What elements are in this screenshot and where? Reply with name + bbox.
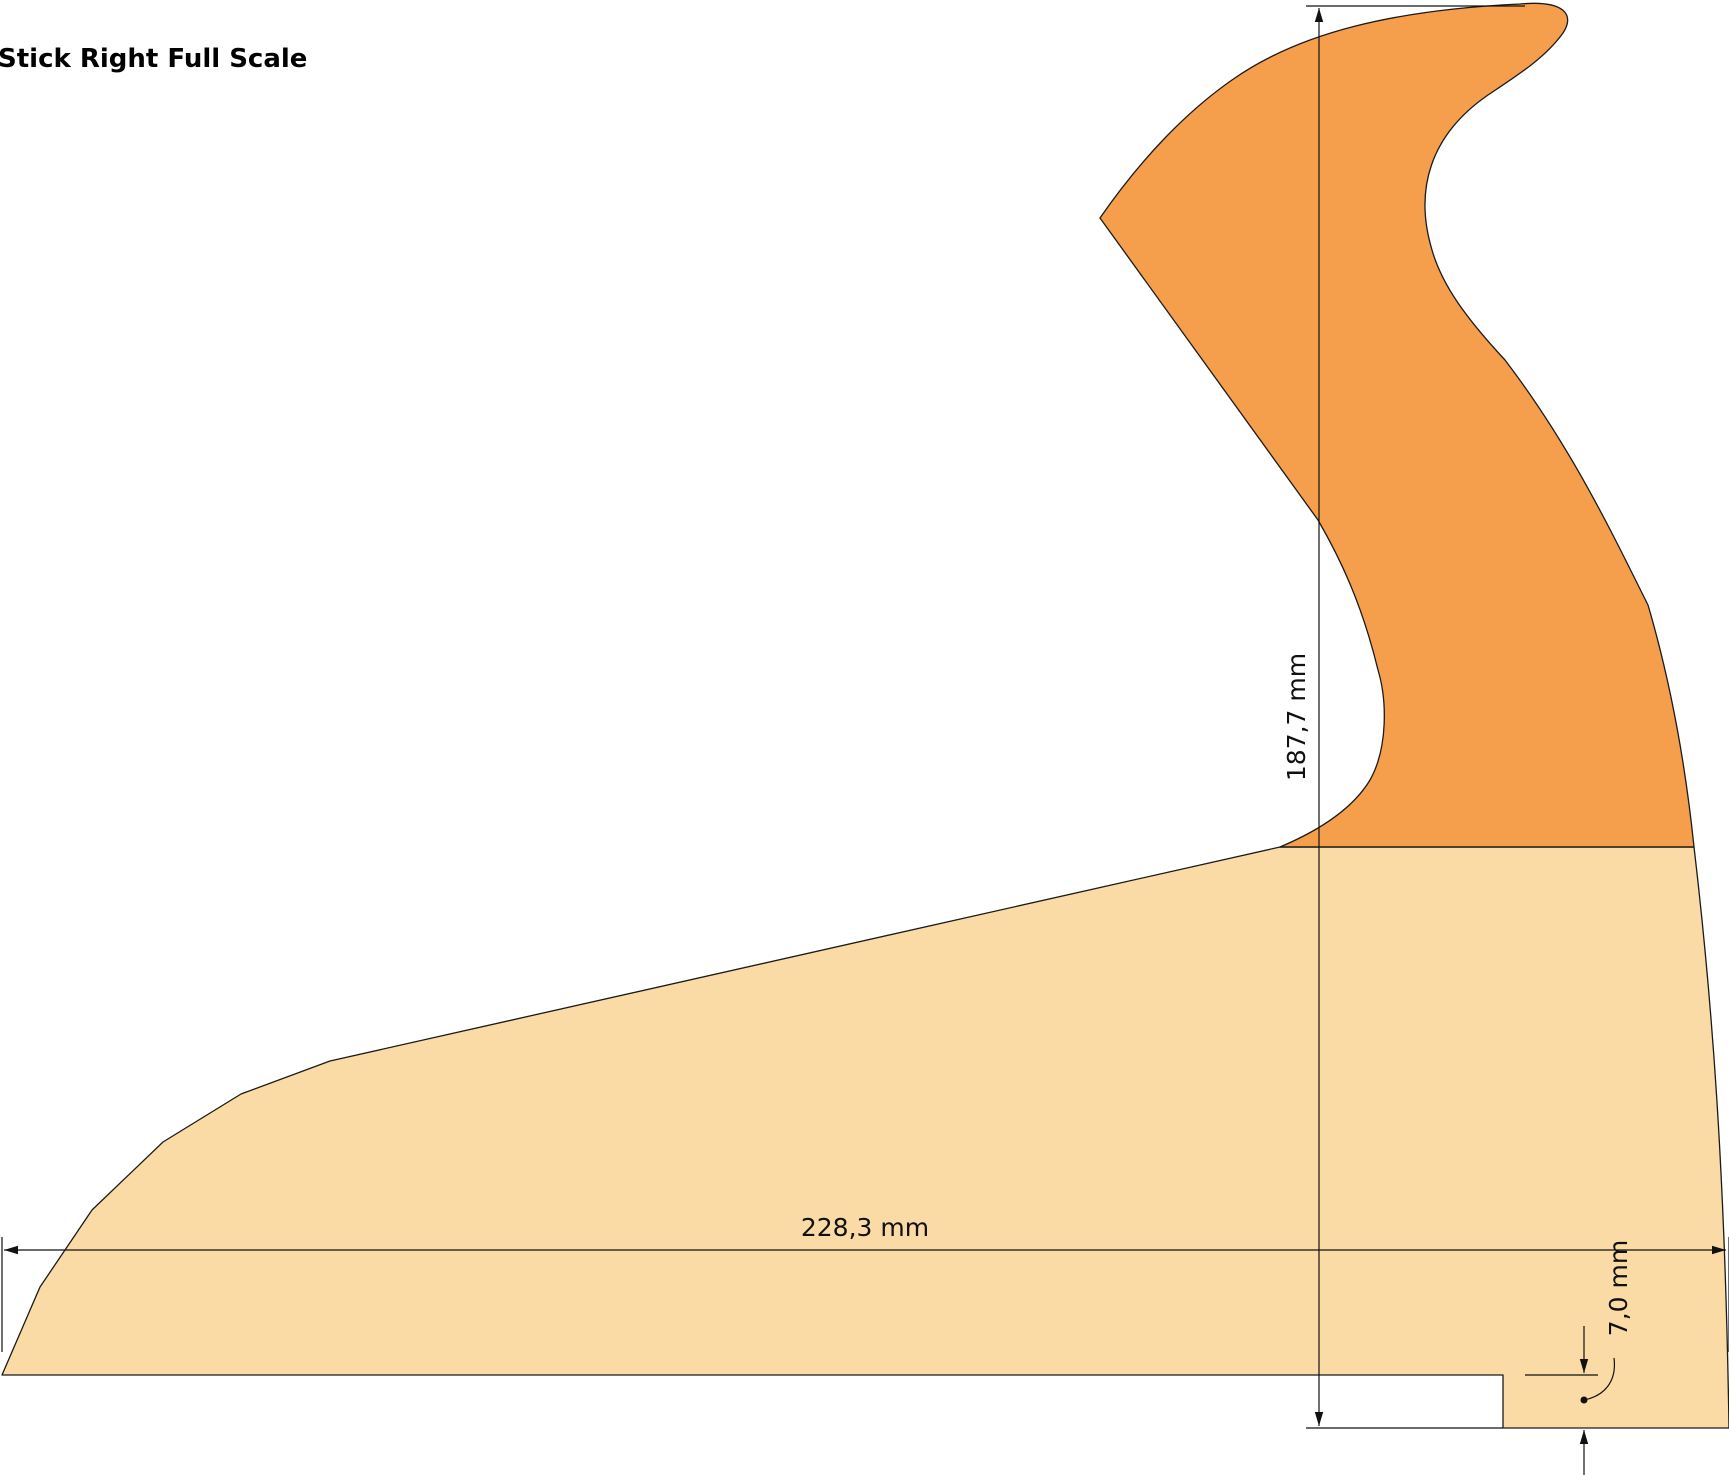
height-dimension: 187,7 mm xyxy=(1282,5,1525,1429)
height-dimension-label: 187,7 mm xyxy=(1282,653,1311,781)
notch-dimension: 7,0 mm xyxy=(1525,1240,1633,1475)
width-dimension: 228,3 mm xyxy=(1,1213,1729,1352)
drawing-title: Stick Right Full Scale xyxy=(0,44,308,74)
stick-lower-part xyxy=(1,846,1729,1429)
stick-upper-part xyxy=(1099,2,1695,848)
width-dimension-label: 228,3 mm xyxy=(801,1213,929,1242)
notch-dimension-label: 7,0 mm xyxy=(1604,1240,1633,1336)
